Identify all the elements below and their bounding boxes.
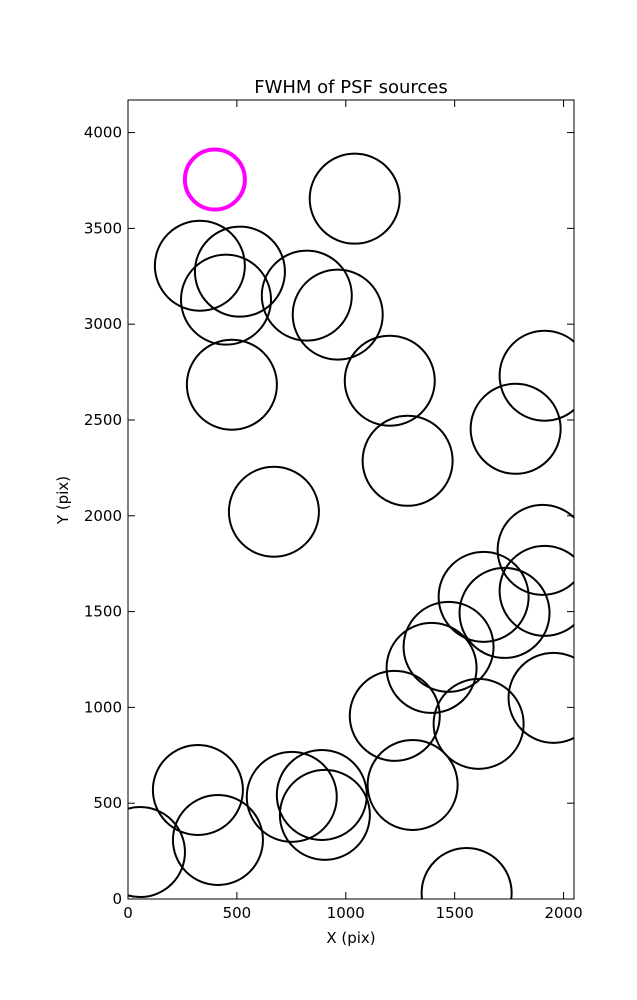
source-circle: [275, 748, 368, 841]
source-circle: [308, 152, 401, 245]
source-circle: [458, 566, 551, 659]
y-tick-label: 2000: [84, 507, 122, 525]
source-circle: [385, 621, 478, 714]
source-circle: [507, 651, 574, 744]
source-circle: [260, 249, 353, 342]
source-circle: [348, 669, 441, 762]
source-circle: [151, 743, 244, 836]
source-circle: [498, 544, 574, 637]
plot-area: [128, 147, 574, 899]
source-circle: [153, 219, 246, 312]
source-circle: [182, 147, 247, 212]
source-circle: [496, 503, 574, 596]
source-circle: [291, 268, 384, 361]
source-circle: [437, 550, 530, 643]
source-circle: [171, 793, 264, 886]
x-tick-label: 1000: [327, 904, 365, 922]
y-axis-label: Y (pix): [54, 476, 72, 525]
chart-title: FWHM of PSF sources: [254, 77, 448, 98]
y-tick-label: 1000: [84, 698, 122, 716]
source-circle: [227, 465, 320, 558]
source-circle: [366, 738, 459, 831]
source-circle: [469, 382, 562, 475]
source-circle: [179, 253, 272, 346]
x-tick-label: 500: [223, 904, 252, 922]
y-tick-label: 3000: [84, 315, 122, 333]
source-circle: [128, 806, 186, 899]
source-circle: [185, 338, 278, 431]
source-circle: [193, 225, 286, 318]
source-circle: [278, 768, 371, 861]
y-tick-label: 2500: [84, 411, 122, 429]
axes-frame: [127, 99, 575, 900]
source-circle: [343, 334, 436, 427]
source-circle: [402, 600, 495, 693]
source-circle: [420, 847, 513, 899]
y-tick-label: 4000: [84, 124, 122, 142]
x-axis-label: X (pix): [326, 929, 375, 947]
x-tick-label: 1500: [436, 904, 474, 922]
source-circle: [245, 750, 338, 843]
source-circle: [432, 677, 525, 770]
y-tick-label: 3500: [84, 219, 122, 237]
source-circle: [498, 329, 574, 422]
y-tick-label: 1500: [84, 603, 122, 621]
x-tick-label: 0: [123, 904, 133, 922]
x-tick-label: 2000: [544, 904, 582, 922]
y-tick-label: 0: [112, 890, 122, 908]
source-circle: [361, 414, 454, 507]
y-tick-label: 500: [93, 794, 122, 812]
